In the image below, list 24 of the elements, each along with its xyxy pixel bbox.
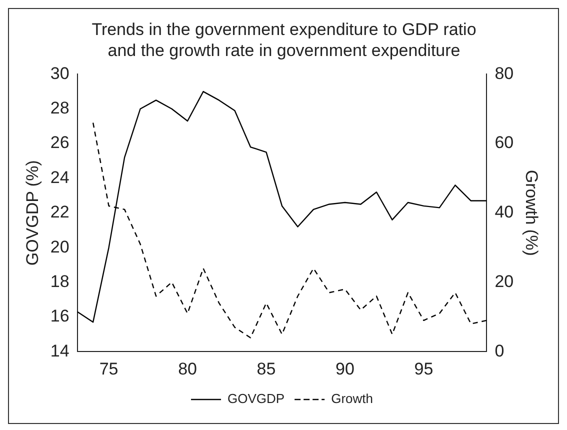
y2-tick-label: 0 [494,341,504,360]
y-axis-title: GOVGDP (%) [22,160,42,266]
y-tick-label: 26 [50,133,70,152]
x-tick-label: 80 [178,359,197,378]
y-tick-label: 24 [50,168,70,187]
y-tick-label: 28 [50,98,70,118]
y-tick-label: 30 [50,64,70,83]
y-tick-label: 16 [50,306,70,326]
y-tick-label: 20 [50,237,70,256]
chart-title: Trends in the government expenditure to GDP ratio and the growth rate in government expenditure [90,19,478,61]
x-tick-label: 95 [414,359,434,378]
y-tick-label: 18 [50,272,70,291]
legend-label: GOVGDP [228,391,285,406]
y2-tick-label: 60 [494,133,514,152]
x-tick-label: 75 [99,359,118,378]
x-tick-label: 90 [336,359,354,378]
y2-tick-label: 40 [494,202,514,222]
y2-tick-label: 80 [494,64,514,83]
y2-axis-title: Growth (%) [522,170,542,256]
y-tick-label: 14 [50,341,70,360]
y-tick-label: 22 [50,202,70,222]
y2-tick-label: 20 [494,272,514,291]
legend-label: Growth [331,391,373,406]
x-tick-label: 85 [256,359,276,378]
